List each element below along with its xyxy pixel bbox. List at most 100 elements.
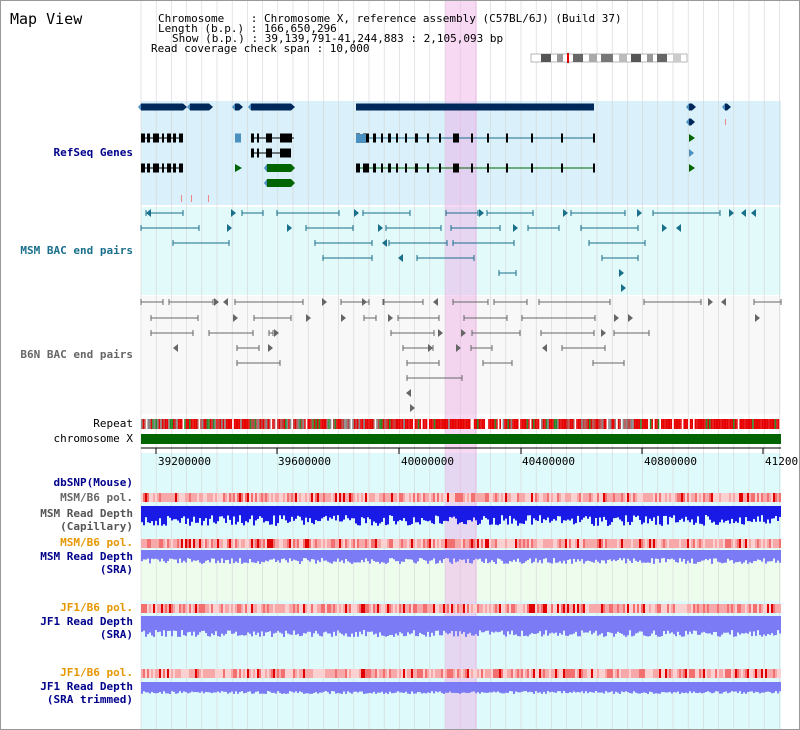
- polymorphism-cell: [643, 669, 645, 678]
- read-depth-bar: [237, 550, 239, 563]
- polymorphism-cell: [745, 669, 747, 678]
- read-depth-bar: [475, 616, 477, 635]
- polymorphism-cell: [733, 604, 735, 613]
- chromosome-bar: [141, 434, 781, 444]
- read-depth-bar: [501, 550, 503, 561]
- read-depth-bar: [383, 682, 385, 694]
- read-depth-bar: [539, 616, 541, 632]
- read-depth-bar: [757, 682, 759, 693]
- repeat-segment: [571, 419, 573, 429]
- msm-depth-sra-label[interactable]: MSM Read Depth: [40, 550, 133, 563]
- polymorphism-cell: [301, 539, 303, 548]
- polymorphism-cell: [737, 539, 739, 548]
- read-depth-bar: [489, 506, 491, 525]
- polymorphism-cell: [359, 669, 361, 678]
- read-depth-bar: [421, 506, 423, 519]
- read-depth-bar: [199, 506, 201, 519]
- polymorphism-cell: [429, 493, 431, 502]
- read-depth-bar: [409, 506, 411, 526]
- read-depth-bar: [579, 682, 581, 693]
- polymorphism-cell: [693, 539, 695, 548]
- msm-b6-pol-label[interactable]: MSM/B6 pol.: [60, 491, 133, 504]
- polymorphism-cell: [725, 604, 727, 613]
- polymorphism-cell: [361, 669, 363, 678]
- read-depth-bar: [205, 506, 207, 519]
- polymorphism-cell: [523, 539, 525, 548]
- jf1-b6-pol-2-label[interactable]: JF1/B6 pol.: [60, 666, 133, 679]
- polymorphism-cell: [475, 604, 477, 613]
- read-depth-bar: [735, 550, 737, 563]
- repeat-segment: [549, 419, 551, 429]
- polymorphism-cell: [323, 539, 325, 548]
- polymorphism-cell: [297, 669, 299, 678]
- read-depth-bar: [381, 506, 383, 522]
- gene-arrow: [291, 164, 295, 172]
- read-depth-bar: [433, 506, 435, 525]
- repeat-segment: [582, 419, 585, 429]
- polymorphism-cell: [393, 604, 395, 613]
- read-depth-bar: [367, 682, 369, 694]
- read-depth-bar: [373, 616, 375, 635]
- polymorphism-cell: [239, 604, 241, 613]
- polymorphism-cell: [227, 604, 229, 613]
- polymorphism-cell: [391, 493, 393, 502]
- msm-depth-cap-sub-label: (Capillary): [60, 520, 133, 533]
- polymorphism-cell: [651, 493, 653, 502]
- polymorphism-cell: [327, 493, 329, 502]
- polymorphism-cell: [583, 669, 585, 678]
- read-depth-bar: [639, 616, 641, 632]
- read-depth-bar: [305, 550, 307, 559]
- refseq-genes-label[interactable]: RefSeq Genes: [53, 146, 133, 159]
- polymorphism-cell: [697, 604, 699, 613]
- msm-bac-label[interactable]: MSM BAC end pairs: [20, 244, 133, 257]
- polymorphism-cell: [241, 604, 243, 613]
- dbsnp-label[interactable]: dbSNP(Mouse): [53, 476, 133, 489]
- read-depth-bar: [583, 682, 585, 694]
- read-depth-bar: [191, 616, 193, 636]
- read-depth-bar: [687, 550, 689, 561]
- repeat-segment: [501, 419, 503, 429]
- read-depth-bar: [309, 682, 311, 694]
- msm-b6-pol-2-label[interactable]: MSM/B6 pol.: [60, 536, 133, 549]
- polymorphism-cell: [755, 604, 757, 613]
- repeat-segment: [377, 419, 380, 429]
- polymorphism-cell: [701, 669, 703, 678]
- read-depth-bar: [467, 682, 469, 694]
- read-depth-bar: [711, 616, 713, 635]
- jf1-b6-pol-label[interactable]: JF1/B6 pol.: [60, 601, 133, 614]
- polymorphism-cell: [779, 493, 781, 502]
- polymorphism-cell: [333, 669, 335, 678]
- polymorphism-cell: [335, 539, 337, 548]
- polymorphism-cell: [155, 669, 157, 678]
- polymorphism-cell: [739, 669, 741, 678]
- read-depth-bar: [625, 682, 627, 692]
- repeat-segment: [353, 419, 356, 429]
- polymorphism-cell: [519, 669, 521, 678]
- polymorphism-cell: [733, 493, 735, 502]
- read-depth-bar: [557, 550, 559, 563]
- gene-exon: [363, 163, 369, 173]
- b6n-bac-label[interactable]: B6N BAC end pairs: [20, 348, 133, 361]
- gene-exon: [405, 133, 407, 143]
- gene-arrow: [232, 103, 235, 111]
- polymorphism-cell: [157, 493, 159, 502]
- jf1-depth-sra-label[interactable]: JF1 Read Depth: [40, 615, 133, 628]
- repeat-segment: [376, 419, 378, 429]
- polymorphism-cell: [729, 669, 731, 678]
- jf1-depth-trim-label[interactable]: JF1 Read Depth: [40, 680, 133, 693]
- bac-end-arrow: [214, 298, 219, 306]
- polymorphism-cell: [767, 493, 769, 502]
- gene-exon: [415, 133, 418, 143]
- read-depth-bar: [393, 550, 395, 560]
- polymorphism-cell: [553, 539, 555, 548]
- read-depth-bar: [307, 550, 309, 561]
- read-depth-bar: [205, 682, 207, 692]
- read-depth-bar: [167, 506, 169, 517]
- msm-depth-cap-label[interactable]: MSM Read Depth: [40, 507, 133, 520]
- polymorphism-cell: [521, 669, 523, 678]
- polymorphism-cell: [575, 493, 577, 502]
- polymorphism-cell: [701, 539, 703, 548]
- polymorphism-cell: [283, 604, 285, 613]
